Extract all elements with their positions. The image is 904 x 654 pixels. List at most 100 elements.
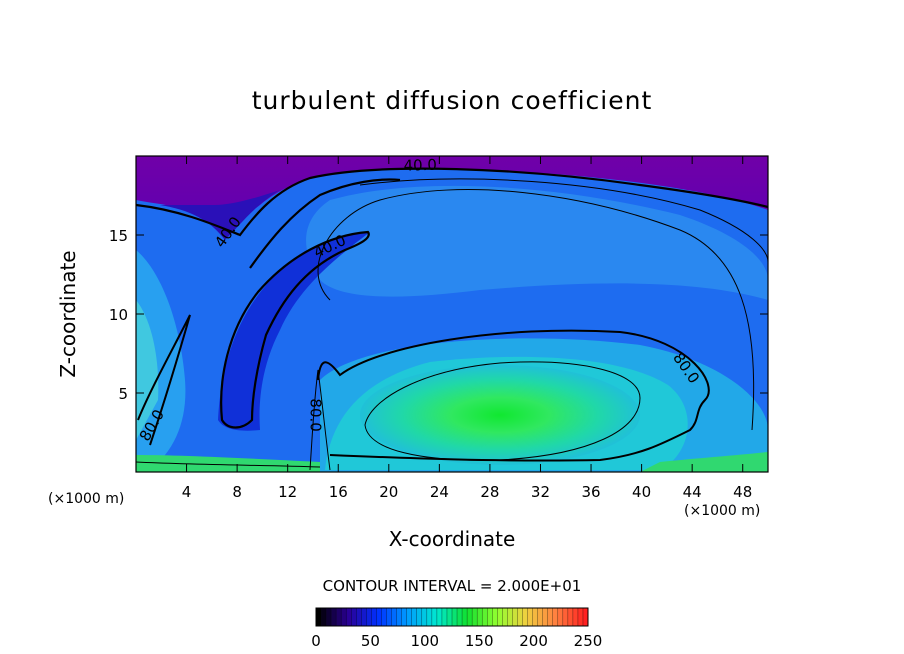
- colorbar-swatch: [452, 608, 458, 626]
- x-unit-left: (×1000 m): [48, 491, 125, 507]
- colorbar-swatch: [321, 608, 327, 626]
- field-core: [360, 365, 640, 465]
- field-bottom-strip-left: [136, 455, 320, 472]
- colorbar-swatch: [351, 608, 357, 626]
- x-axis-label: X-coordinate: [388, 527, 516, 551]
- x-tick-label: 8: [232, 483, 242, 501]
- contour-line-swirl: [317, 189, 755, 431]
- field-top-dip: [160, 190, 280, 240]
- contour-line-core: [364, 361, 641, 461]
- colorbar-swatch: [341, 608, 347, 626]
- colorbar-swatch: [582, 608, 589, 626]
- colorbar-swatch: [467, 608, 473, 626]
- x-tick-label: 40: [632, 483, 651, 501]
- contour-label: 80.0: [306, 398, 324, 431]
- colorbar-swatch: [462, 608, 468, 626]
- colorbar-swatch: [537, 608, 543, 626]
- colorbar-swatch: [492, 608, 498, 626]
- colorbar: [315, 607, 589, 627]
- x-unit-right: (×1000 m): [684, 503, 761, 519]
- x-tick-label: 24: [430, 483, 449, 501]
- colorbar-swatch: [562, 608, 569, 626]
- field-top-band: [136, 156, 768, 223]
- contour-line-left-80: [137, 314, 191, 446]
- colorbar-swatch: [371, 608, 377, 626]
- contour-line-plume: [220, 230, 370, 429]
- colorbar-swatch: [431, 608, 438, 626]
- contour-line-bottom: [136, 461, 321, 468]
- contour-line-80: [317, 329, 710, 462]
- x-tick-label: 28: [480, 483, 499, 501]
- colorbar-swatch: [552, 608, 559, 626]
- colorbar-swatch: [331, 608, 337, 626]
- field-layer: [136, 156, 768, 472]
- x-tick-label: 48: [733, 483, 752, 501]
- colorbar-swatch: [502, 608, 508, 626]
- colorbar-swatch: [542, 608, 549, 626]
- colorbar-swatch: [421, 608, 428, 626]
- colorbar-swatch: [477, 608, 483, 626]
- colorbar-tick-label: 0: [311, 632, 321, 650]
- colorbar-ticks: 0 50 100 150 200 250: [311, 632, 602, 650]
- colorbar-swatch: [346, 608, 352, 626]
- colorbar-swatch: [457, 608, 463, 626]
- colorbar-tick-label: 100: [410, 632, 439, 650]
- y-tick-label: 5: [118, 385, 128, 403]
- contour-line-top: [136, 167, 768, 237]
- contour-lines: [136, 167, 768, 471]
- field-left-column-inner: [136, 300, 159, 440]
- x-tick-label: 44: [683, 483, 702, 501]
- colorbar-frame: [315, 607, 589, 627]
- contour-line-upper-thin: [359, 178, 768, 263]
- colorbar-swatch: [482, 608, 488, 626]
- colorbar-swatch: [411, 608, 418, 626]
- colorbar-swatch: [441, 608, 448, 626]
- colorbar-swatch: [356, 608, 362, 626]
- colorbar-swatch: [497, 608, 503, 626]
- contour-label: 40.0: [403, 156, 437, 175]
- colorbar-swatch: [557, 608, 564, 626]
- colorbar-swatch: [572, 608, 579, 626]
- x-tick-label: 12: [278, 483, 297, 501]
- colorbar-swatch: [512, 608, 518, 626]
- colorbar-swatch: [527, 608, 533, 626]
- colorbar-swatch: [386, 608, 392, 626]
- colorbar-swatch: [507, 608, 513, 626]
- colorbar-swatch: [396, 608, 402, 626]
- chart-title: turbulent diffusion coefficient: [251, 86, 653, 115]
- colorbar-swatch: [567, 608, 574, 626]
- field-bottom-strip-right: [640, 452, 768, 472]
- colorbar-tick-label: 200: [519, 632, 548, 650]
- colorbar-swatch: [326, 608, 332, 626]
- colorbar-tick-label: 150: [465, 632, 494, 650]
- colorbar-swatch: [517, 608, 523, 626]
- contour-line-upper-ridge: [249, 178, 401, 269]
- colorbar-swatch: [381, 608, 387, 626]
- colorbar-swatch: [577, 608, 584, 626]
- colorbar-swatch: [401, 608, 407, 626]
- y-axis-label: Z-coordinate: [56, 250, 80, 378]
- field-upper-swirl: [306, 185, 768, 300]
- colorbar-swatch: [426, 608, 433, 626]
- colorbar-swatch: [316, 608, 322, 626]
- contour-interval-note: CONTOUR INTERVAL = 2.000E+01: [322, 577, 582, 595]
- x-tick-label: 36: [581, 483, 600, 501]
- y-tick-label: 15: [109, 227, 128, 245]
- colorbar-swatch: [406, 608, 413, 626]
- colorbar-swatch: [472, 608, 478, 626]
- colorbar-tick-label: 50: [361, 632, 380, 650]
- x-tick-label: 32: [531, 483, 550, 501]
- x-axis: 4 8 12 16 20 24 28 32 36 40 44 48: [182, 156, 752, 501]
- colorbar-swatch: [361, 608, 367, 626]
- colorbar-swatch: [376, 608, 382, 626]
- colorbar-swatch: [547, 608, 554, 626]
- y-tick-label: 10: [109, 306, 128, 324]
- colorbar-swatch: [522, 608, 528, 626]
- colorbar-swatch: [416, 608, 423, 626]
- colorbar-swatch: [366, 608, 372, 626]
- colorbar-swatch: [391, 608, 397, 626]
- x-tick-label: 16: [329, 483, 348, 501]
- colorbar-swatch: [336, 608, 342, 626]
- y-axis: 5 10 15: [109, 227, 768, 403]
